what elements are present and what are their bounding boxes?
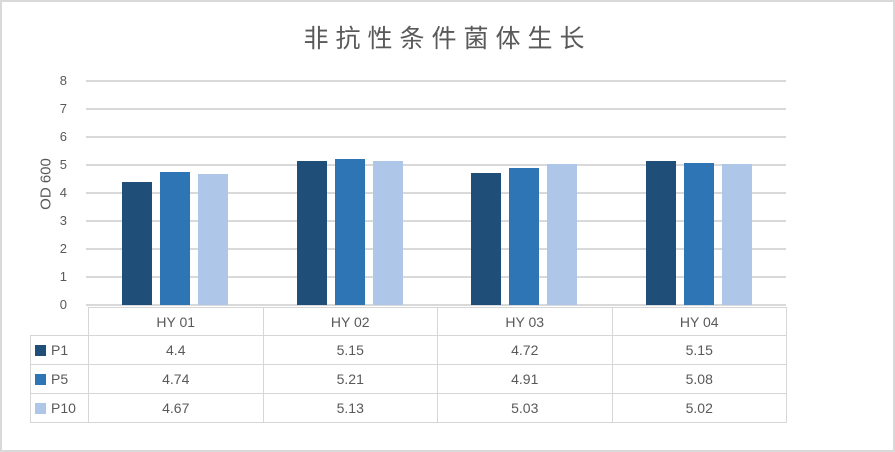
legend-swatch-p5 [35, 373, 46, 385]
bar-group-hy-02 [263, 81, 438, 305]
bar-group-hy-01 [88, 81, 263, 305]
gridline [86, 192, 786, 194]
gridline [86, 80, 786, 82]
y-axis-tick-label: 6 [59, 129, 67, 144]
y-axis-tick-label: 2 [59, 241, 67, 256]
value-cell: 5.02 [611, 393, 787, 423]
bar-p1-hy-03 [471, 172, 502, 305]
category-header: HY 04 [611, 307, 787, 336]
gridline [86, 108, 786, 110]
legend-label: P5 [51, 371, 69, 387]
bar-p5-hy-04 [683, 162, 714, 305]
bar-p1-hy-02 [296, 160, 327, 305]
bar-p10-hy-04 [721, 164, 752, 305]
legend-cell: P5 [30, 364, 89, 394]
value-cell: 5.03 [437, 393, 613, 423]
legend-label: P10 [51, 400, 76, 416]
bar-p10-hy-01 [198, 174, 229, 305]
legend-cell: P1 [30, 335, 89, 365]
data-table: HY 01 HY 02 HY 03 HY 04 P1 4.4 5.15 4.72 5.15 P5 4… [30, 307, 787, 423]
gridline [86, 220, 786, 222]
value-cell: 4.74 [88, 364, 264, 394]
table-corner-cell [31, 308, 89, 336]
bar-p5-hy-03 [509, 167, 540, 305]
y-axis-tick-label: 3 [59, 213, 67, 228]
legend-swatch-p10 [35, 402, 46, 414]
legend-cell: P10 [30, 393, 89, 423]
gridline [86, 304, 786, 306]
category-header: HY 02 [262, 307, 438, 336]
value-cell: 5.13 [262, 393, 438, 423]
gridline [86, 136, 786, 138]
y-axis-tick-label: 7 [59, 101, 67, 116]
bar-groups [88, 81, 786, 305]
value-cell: 5.15 [262, 335, 438, 365]
category-header: HY 03 [437, 307, 613, 336]
value-cell: 4.91 [437, 364, 613, 394]
table-row-p1: P1 4.4 5.15 4.72 5.15 [30, 335, 787, 365]
bar-p10-hy-02 [372, 161, 403, 305]
value-cell: 5.08 [611, 364, 787, 394]
legend-label: P1 [51, 342, 69, 358]
y-axis-tick-label: 8 [59, 73, 67, 88]
bar-group-hy-04 [612, 81, 787, 305]
bar-p1-hy-04 [645, 160, 676, 305]
bar-p10-hy-03 [547, 164, 578, 305]
bar-group-hy-03 [437, 81, 612, 305]
value-cell: 4.4 [88, 335, 264, 365]
category-header: HY 01 [88, 307, 264, 336]
gridline [86, 276, 786, 278]
y-axis-tick-label: 1 [59, 269, 67, 284]
bar-p5-hy-02 [334, 159, 365, 305]
gridline [86, 248, 786, 250]
value-cell: 5.15 [611, 335, 787, 365]
table-row-p10: P10 4.67 5.13 5.03 5.02 [30, 393, 787, 423]
value-cell: 4.72 [437, 335, 613, 365]
legend-swatch-p1 [35, 344, 46, 356]
y-axis-tick-label: 4 [59, 185, 67, 200]
value-cell: 4.67 [88, 393, 264, 423]
gridline [86, 164, 786, 166]
table-row-p5: P5 4.74 5.21 4.91 5.08 [30, 364, 787, 394]
value-cell: 5.21 [262, 364, 438, 394]
bar-p1-hy-01 [122, 181, 153, 305]
bar-p5-hy-01 [160, 172, 191, 305]
y-axis-tick-label: 5 [59, 157, 67, 172]
plot-area: 0 1 2 3 4 5 6 7 8 [60, 73, 786, 312]
y-axis-tick-label: 0 [59, 297, 67, 312]
chart-title: 非抗性条件菌体生长 [303, 25, 592, 53]
